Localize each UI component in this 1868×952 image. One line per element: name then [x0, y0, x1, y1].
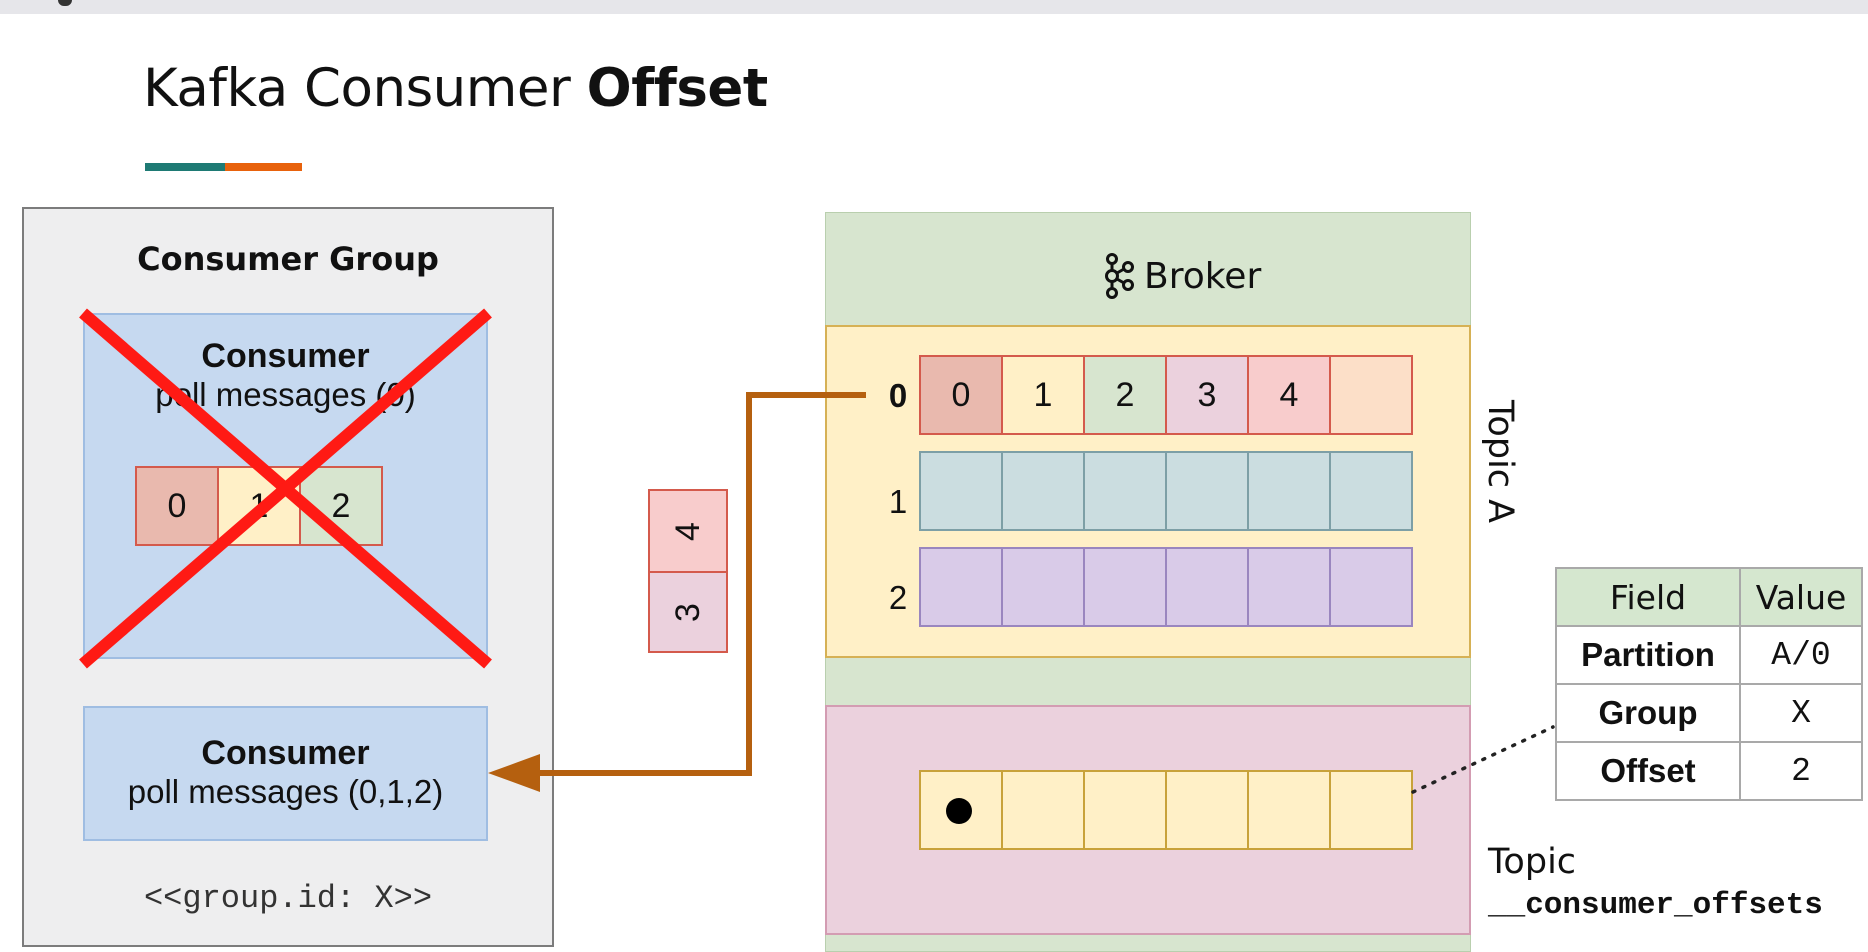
partition-1-cell: [1165, 451, 1249, 531]
partition-2-index: 2: [888, 579, 908, 616]
partition-0-cell: 4: [1247, 355, 1331, 435]
offsets-topic-name: __consumer_offsets: [1488, 888, 1823, 923]
title-underline-teal: [145, 163, 225, 171]
table-row: Offset 2: [1555, 741, 1863, 801]
crossed-message-0: 0: [135, 466, 219, 546]
partition-0-cell: [1329, 355, 1413, 435]
partition-0-cell: 0: [919, 355, 1003, 435]
partition-2-cell: [1001, 547, 1085, 627]
active-consumer-poll: poll messages (0,1,2): [127, 773, 444, 810]
partition-2-cell: [1247, 547, 1331, 627]
table-row: Group X: [1555, 683, 1863, 743]
offset-connector: [1411, 725, 1555, 794]
table-cell-field: Group: [1555, 683, 1741, 743]
partition-2-cell: [1165, 547, 1249, 627]
partition-1-cell: [1083, 451, 1167, 531]
top-bar: [0, 0, 1868, 14]
active-consumer-name: Consumer: [201, 734, 370, 772]
table-cell-value: X: [1739, 683, 1863, 743]
table-header-value: Value: [1739, 567, 1863, 627]
crossed-consumer-name: Consumer: [201, 337, 370, 375]
table-cell-value: A/0: [1739, 625, 1863, 685]
partition-2-cell: [1083, 547, 1167, 627]
cross-line-2: [79, 308, 492, 669]
inflight-message-3: 3: [648, 571, 728, 653]
top-bar-mark: [58, 0, 72, 6]
kafka-icon: [1105, 253, 1134, 299]
title-prefix: Kafka Consumer: [143, 58, 571, 119]
poll-arrow-line: [540, 392, 866, 776]
table-row: Partition A/0: [1555, 625, 1863, 685]
committed-offset-dot: [946, 798, 972, 824]
broker-header: Broker: [1102, 253, 1261, 299]
offset-record-table: Field Value Partition A/0 Group X Offset…: [1555, 567, 1863, 801]
offsets-row-cell: [1165, 770, 1249, 850]
partition-1-index: 1: [888, 483, 908, 520]
inflight-message-4: 4: [648, 489, 728, 573]
partition-0-index: 0: [888, 377, 908, 414]
title-bold: Offset: [586, 58, 769, 119]
slide-title: Kafka Consumer Offset: [143, 58, 768, 119]
table-header-field: Field: [1555, 567, 1741, 627]
broker-label: Broker: [1144, 255, 1262, 297]
table-cell-value: 2: [1739, 741, 1863, 801]
active-consumer: Consumer poll messages (0,1,2): [83, 706, 488, 841]
offsets-topic-label: Topic: [1488, 842, 1577, 882]
poll-arrow-head: [488, 754, 540, 792]
partition-0-cell: 3: [1165, 355, 1249, 435]
title-underline-orange: [225, 163, 302, 171]
consumer-group-title: Consumer Group: [137, 240, 439, 278]
table-cell-field: Partition: [1555, 625, 1741, 685]
table-cell-field: Offset: [1555, 741, 1741, 801]
offsets-row-cell: [1247, 770, 1331, 850]
group-id-label: <<group.id: X>>: [143, 880, 433, 917]
offsets-row-cell: [1329, 770, 1413, 850]
table-header-row: Field Value: [1555, 567, 1863, 627]
partition-0-cell: 2: [1083, 355, 1167, 435]
partition-1-cell: [1329, 451, 1413, 531]
partition-1-cell: [1001, 451, 1085, 531]
partition-2-cell: [1329, 547, 1413, 627]
topic-a-label: Topic A: [1480, 400, 1520, 524]
